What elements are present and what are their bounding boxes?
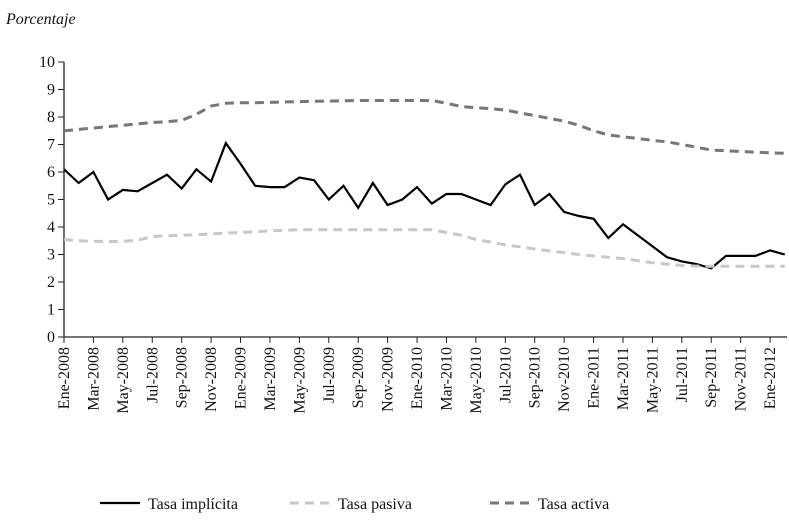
legend-label: Tasa activa	[538, 496, 609, 513]
x-tick-label: May-2010	[468, 347, 485, 414]
y-tick-label: 8	[47, 109, 55, 126]
legend-label: Tasa implícita	[148, 496, 238, 513]
x-tick-label: Nov-2009	[380, 347, 397, 412]
x-tick-label: Jul-2009	[321, 347, 338, 403]
x-tick-label: Jul-2008	[144, 347, 161, 403]
x-tick-label: May-2008	[115, 347, 132, 414]
x-tick-label: Sep-2010	[527, 347, 544, 408]
x-tick-label: May-2011	[644, 347, 661, 413]
x-tick-label: Mar-2010	[438, 347, 455, 411]
x-tick-label: Nov-2010	[556, 347, 573, 412]
x-tick-label: Nov-2008	[203, 347, 220, 412]
y-tick-label: 4	[47, 219, 55, 236]
x-tick-label: Sep-2009	[350, 347, 367, 408]
series-line	[63, 228, 785, 268]
x-tick-label: Sep-2008	[174, 347, 191, 408]
x-tick-label: Mar-2011	[615, 347, 632, 410]
legend-label: Tasa pasiva	[338, 496, 412, 513]
series-line	[63, 99, 785, 155]
y-tick-label: 2	[47, 274, 55, 291]
x-tick-label: Mar-2009	[262, 347, 279, 411]
y-tick-label: 0	[47, 329, 55, 346]
x-tick-label: Ene-2009	[233, 347, 250, 409]
y-tick-label: 6	[47, 164, 55, 181]
y-tick-label: 3	[47, 247, 55, 264]
x-tick-label: Nov-2011	[733, 347, 750, 411]
x-tick-label: Jul-2011	[674, 347, 691, 402]
x-tick-label: Mar-2008	[85, 347, 102, 411]
series-line	[63, 140, 786, 270]
x-tick-label: Jul-2010	[497, 347, 514, 403]
y-axis-label: Porcentaje	[5, 11, 76, 28]
x-tick-label: Ene-2012	[762, 347, 779, 409]
x-tick-label: May-2009	[291, 347, 308, 414]
y-tick-label: 5	[47, 192, 55, 209]
y-tick-label: 7	[47, 137, 55, 154]
x-tick-label: Ene-2008	[56, 347, 73, 409]
x-tick-label: Ene-2010	[409, 347, 426, 409]
y-tick-label: 9	[47, 82, 55, 99]
x-tick-label: Ene-2011	[586, 347, 603, 409]
y-tick-label: 1	[47, 302, 55, 319]
x-tick-label: Sep-2011	[703, 347, 720, 408]
y-tick-label: 10	[39, 54, 55, 71]
